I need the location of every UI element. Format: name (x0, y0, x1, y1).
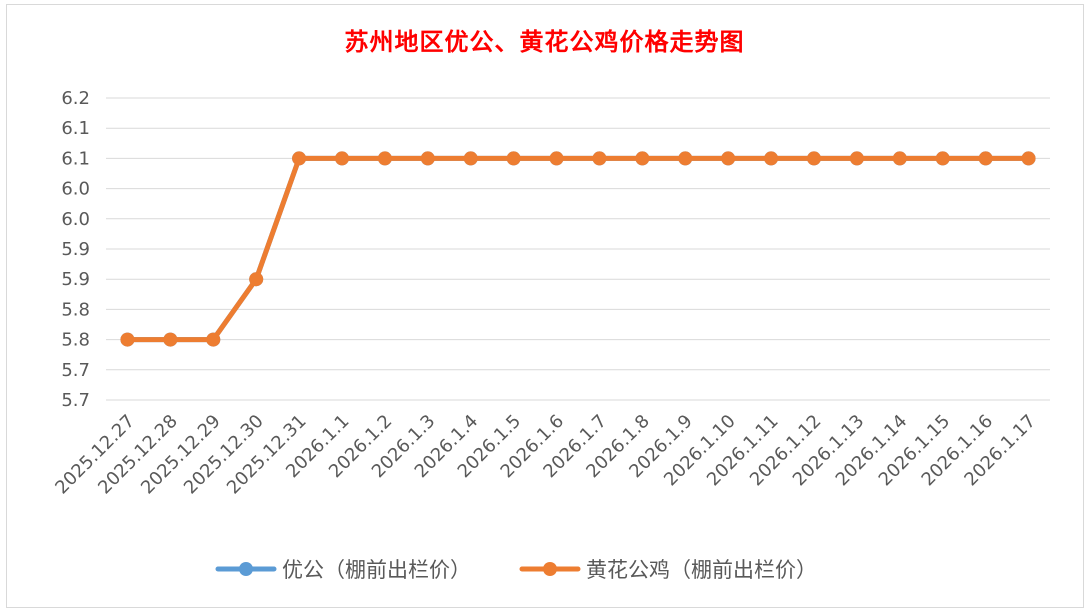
y-tick-label: 6.0 (61, 209, 90, 230)
data-point[interactable] (807, 151, 821, 166)
y-tick-label: 5.8 (61, 330, 90, 351)
legend-entry[interactable]: 黄花公鸡（棚前出栏价） (519, 558, 817, 582)
gridlines (106, 97, 1050, 401)
data-point[interactable] (163, 332, 178, 347)
x-axis-tick-labels: 2025.12.272025.12.282025.12.292025.12.30… (51, 411, 1040, 499)
legend-label: 黄花公鸡（棚前出栏价） (586, 558, 817, 582)
chart-area[interactable] (6, 4, 1084, 608)
series-2 (120, 151, 1036, 347)
data-point[interactable] (377, 151, 392, 166)
data-point[interactable] (764, 151, 779, 166)
data-point[interactable] (849, 151, 864, 166)
data-point[interactable] (1021, 151, 1036, 166)
legend-label: 优公（棚前出栏价） (282, 558, 471, 582)
y-tick-label: 5.8 (61, 299, 90, 320)
legend-entry[interactable]: 优公（棚前出栏价） (215, 558, 471, 582)
data-point[interactable] (721, 151, 736, 166)
data-point[interactable] (506, 151, 521, 166)
y-axis-tick-labels: 6.2 6.1 6.1 6.0 6.0 5.9 5.9 5.8 5.8 5.7 5.7 (61, 88, 90, 411)
chart-title: 苏州地区优公、黄花公鸡价格走势图 (344, 27, 745, 56)
legend-marker (543, 562, 557, 576)
y-tick-label: 5.9 (61, 269, 90, 290)
data-point[interactable] (292, 151, 307, 166)
data-point[interactable] (249, 272, 264, 287)
data-point[interactable] (935, 151, 950, 166)
series-line (124, 155, 1032, 343)
y-tick-label: 6.1 (61, 148, 90, 169)
data-point[interactable] (635, 151, 650, 166)
data-point[interactable] (978, 151, 993, 166)
y-tick-label: 5.9 (61, 239, 90, 260)
data-point[interactable] (335, 151, 349, 166)
data-point[interactable] (892, 151, 907, 166)
series-lines (120, 151, 1036, 347)
y-tick-label: 6.1 (61, 118, 90, 139)
y-tick-label: 6.2 (61, 88, 90, 109)
data-point[interactable] (120, 332, 135, 347)
legend-marker (239, 562, 253, 576)
data-point[interactable] (678, 151, 693, 166)
data-point[interactable] (549, 151, 564, 166)
data-point[interactable] (463, 151, 478, 166)
data-point[interactable] (206, 332, 221, 347)
y-tick-label: 5.7 (61, 360, 90, 381)
y-tick-label: 5.7 (61, 390, 90, 411)
data-point[interactable] (592, 151, 607, 166)
data-point[interactable] (420, 151, 435, 166)
y-tick-label: 6.0 (61, 179, 90, 200)
legend: 优公（棚前出栏价） 黄花公鸡（棚前出栏价） (215, 558, 817, 582)
